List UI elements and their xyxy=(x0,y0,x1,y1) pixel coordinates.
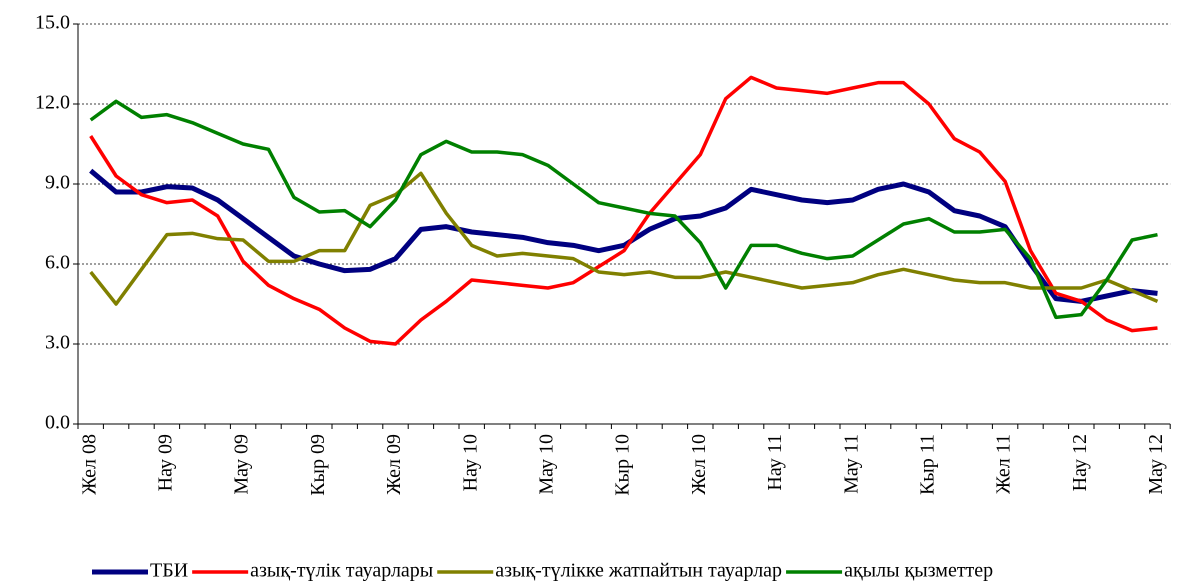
x-tick-label: Кыр 10 xyxy=(612,434,634,496)
series-line xyxy=(89,99,1158,320)
x-tick-label: Жел 11 xyxy=(993,434,1015,494)
x-tick-label: Мау 10 xyxy=(535,434,557,495)
y-tick-label: 6.0 xyxy=(45,252,70,274)
x-tick-label: Кыр 09 xyxy=(307,434,329,496)
y-tick-label: 12.0 xyxy=(35,92,70,114)
legend-label: азық-түлік тауарлары xyxy=(250,560,433,582)
y-tick-label: 9.0 xyxy=(45,172,70,194)
x-tick-label: Жел 09 xyxy=(383,434,405,495)
series-line xyxy=(89,171,1159,306)
legend-label: ТБИ xyxy=(150,560,188,582)
x-tick-label: Нау 11 xyxy=(764,434,786,491)
legend-label: азық-түлікке жатпайтын тауарлар xyxy=(495,560,782,582)
series-line xyxy=(89,75,1158,346)
y-tick-label: 3.0 xyxy=(45,332,70,354)
x-tick-label: Нау 09 xyxy=(154,434,176,491)
x-tick-label: Нау 10 xyxy=(459,434,481,491)
x-tick-label: Жел 10 xyxy=(688,434,710,495)
series-line xyxy=(89,168,1158,304)
legend-label: ақылы қызметтер xyxy=(844,560,993,582)
x-tick-label: Мау 11 xyxy=(840,434,862,494)
x-tick-label: Кыр 11 xyxy=(916,434,938,495)
x-tick-label: Жел 08 xyxy=(78,434,100,495)
x-tick-label: Мау 12 xyxy=(1145,434,1167,495)
y-tick-label: 15.0 xyxy=(35,12,70,34)
y-tick-label: 0.0 xyxy=(45,412,70,434)
x-tick-label: Нау 12 xyxy=(1069,434,1091,491)
x-tick-label: Мау 09 xyxy=(231,434,253,495)
